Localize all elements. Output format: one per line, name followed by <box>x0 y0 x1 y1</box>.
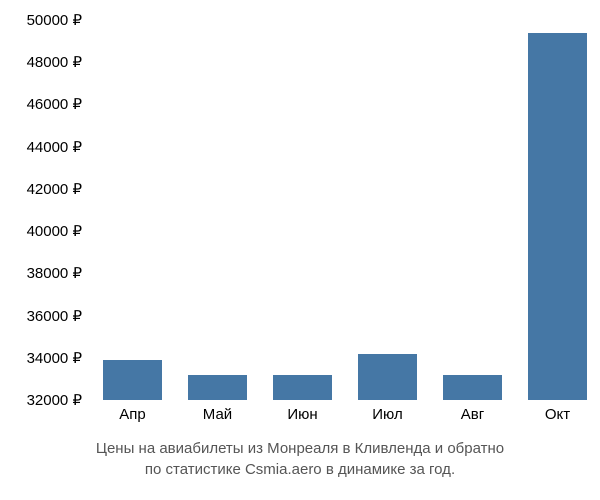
y-tick: 32000 ₽ <box>27 391 82 409</box>
y-tick: 46000 ₽ <box>27 95 82 113</box>
x-tick: Май <box>203 406 232 423</box>
bar <box>273 375 333 400</box>
bar <box>358 354 418 400</box>
x-tick: Июн <box>287 406 317 423</box>
y-tick: 38000 ₽ <box>27 264 82 282</box>
x-axis: Апр Май Июн Июл Авг Окт <box>90 400 600 430</box>
bar <box>528 33 588 400</box>
y-tick: 42000 ₽ <box>27 180 82 198</box>
y-tick: 50000 ₽ <box>27 11 82 29</box>
y-tick: 48000 ₽ <box>27 53 82 71</box>
caption-line-2: по статистике Csmia.aero в динамике за г… <box>30 459 570 480</box>
x-tick: Авг <box>461 406 484 423</box>
chart-container: 32000 ₽ 34000 ₽ 36000 ₽ 38000 ₽ 40000 ₽ 42000… <box>0 0 600 500</box>
x-tick: Окт <box>545 406 570 423</box>
plot-area: 32000 ₽34000 ₽36000 ₽38000 ₽40000 ₽42000… <box>10 20 590 400</box>
bars-area <box>90 20 590 400</box>
y-tick: 36000 ₽ <box>27 307 82 325</box>
y-tick: 44000 ₽ <box>27 138 82 156</box>
caption-line-1: Цены на авиабилеты из Монреаля в Кливлен… <box>30 438 570 459</box>
y-axis: 32000 ₽34000 ₽36000 ₽38000 ₽40000 ₽42000… <box>10 20 90 400</box>
bar <box>443 375 503 400</box>
caption: Цены на авиабилеты из Монреаля в Кливлен… <box>10 438 590 480</box>
y-tick: 40000 ₽ <box>27 222 82 240</box>
bar <box>188 375 248 400</box>
x-tick: Июл <box>372 406 402 423</box>
y-tick: 34000 ₽ <box>27 349 82 367</box>
bar <box>103 360 163 400</box>
x-tick: Апр <box>119 406 145 423</box>
